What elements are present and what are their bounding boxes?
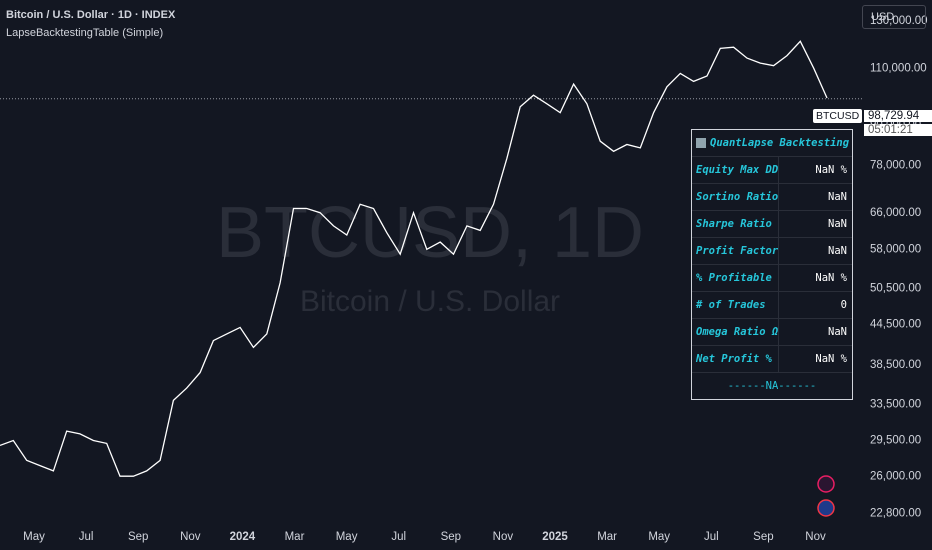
row-value: NaN [778, 184, 852, 210]
y-tick-label: 38,500.00 [870, 359, 921, 371]
row-value: 0 [778, 292, 852, 318]
table-row: Omega Ratio Ω NaN [692, 319, 852, 346]
x-tick-label: Sep [441, 531, 461, 543]
alert-icon[interactable] [817, 475, 835, 493]
x-tick-label: May [336, 531, 358, 543]
y-tick-label: 26,000.00 [870, 470, 921, 482]
table-footer: ------NA------ [727, 380, 817, 392]
x-tick-label: May [23, 531, 45, 543]
chart-title: Bitcoin / U.S. Dollar · 1D · INDEX [6, 9, 176, 21]
row-label: Net Profit % [696, 353, 772, 365]
table-title-row: QuantLapse Backtesting [692, 130, 852, 157]
table-row: Sortino Ratio NaN [692, 184, 852, 211]
x-tick-label: Jul [79, 531, 94, 543]
indicator-name: LapseBacktestingTable (Simple) [6, 27, 164, 39]
last-price-symbol: BTCUSD [813, 109, 863, 123]
watermark-name: Bitcoin / U.S. Dollar [300, 285, 560, 318]
row-value: NaN % [778, 265, 852, 291]
watermark-symbol: BTCUSD, 1D [216, 193, 644, 273]
x-tick-label: May [648, 531, 670, 543]
x-tick-label: Jul [391, 531, 406, 543]
countdown: 05:01:21 [864, 124, 932, 136]
table-row: Equity Max DD NaN % [692, 157, 852, 184]
currency-button[interactable]: USD [862, 5, 926, 29]
table-footer-row: ------NA------ [692, 373, 852, 399]
last-price: 98,729.94 [864, 110, 932, 122]
x-tick-label: Mar [285, 531, 305, 543]
row-label: % Profitable [696, 272, 772, 284]
row-value: NaN % [778, 346, 852, 372]
row-label: Equity Max DD [696, 164, 778, 176]
flag-icon[interactable] [817, 499, 835, 517]
row-value: NaN [778, 211, 852, 237]
y-tick-label: 58,000.00 [870, 243, 921, 255]
row-value: NaN [778, 238, 852, 264]
y-tick-label: 78,000.00 [870, 159, 921, 171]
table-row: Sharpe Ratio NaN [692, 211, 852, 238]
x-tick-label: Jul [704, 531, 719, 543]
x-tick-label: Sep [753, 531, 773, 543]
y-tick-label: 29,500.00 [870, 435, 921, 447]
backtest-table: QuantLapse Backtesting Equity Max DD NaN … [691, 129, 853, 400]
row-value: NaN [778, 319, 852, 345]
row-label: Sortino Ratio [696, 191, 778, 203]
x-tick-label: Nov [180, 531, 201, 543]
row-value: NaN % [778, 157, 852, 183]
table-row: Net Profit % NaN % [692, 346, 852, 373]
table-row: % Profitable NaN % [692, 265, 852, 292]
table-row: # of Trades 0 [692, 292, 852, 319]
x-tick-label: 2025 [542, 531, 568, 543]
x-tick-label: 2024 [230, 531, 256, 543]
x-tick-label: Mar [597, 531, 617, 543]
row-label: Omega Ratio Ω [696, 326, 778, 338]
y-tick-label: 33,500.00 [870, 399, 921, 411]
x-tick-label: Sep [128, 531, 148, 543]
y-tick-label: 110,000.00 [870, 62, 927, 74]
y-tick-label: 22,800.00 [870, 507, 921, 519]
row-label: Sharpe Ratio [696, 218, 772, 230]
row-label: Profit Factor [696, 245, 778, 257]
table-row: Profit Factor NaN [692, 238, 852, 265]
price-line [0, 40, 828, 477]
row-label: # of Trades [696, 299, 766, 311]
x-tick-label: Nov [493, 531, 514, 543]
x-tick-label: Nov [805, 531, 826, 543]
y-tick-label: 66,000.00 [870, 207, 921, 219]
y-tick-label: 50,500.00 [870, 282, 921, 294]
y-tick-label: 130,000.00 [870, 15, 928, 27]
table-title: QuantLapse Backtesting [710, 137, 850, 149]
y-tick-label: 44,500.00 [870, 318, 921, 330]
